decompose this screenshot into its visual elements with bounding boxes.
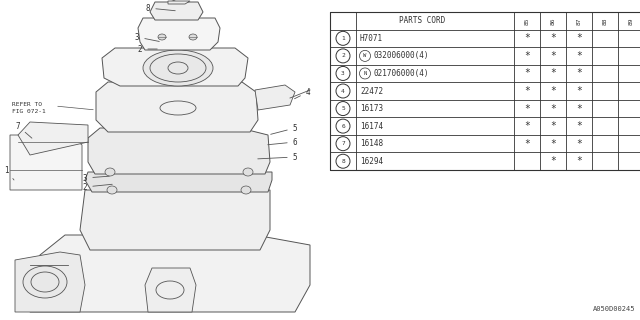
Polygon shape: [88, 128, 270, 174]
Text: 86: 86: [550, 17, 556, 25]
Text: *: *: [524, 68, 530, 78]
Text: 16173: 16173: [360, 104, 383, 113]
Text: *: *: [524, 51, 530, 61]
Circle shape: [336, 67, 350, 80]
Text: 6: 6: [268, 138, 298, 147]
Circle shape: [336, 101, 350, 116]
Text: 16148: 16148: [360, 139, 383, 148]
Text: *: *: [550, 121, 556, 131]
Ellipse shape: [189, 34, 197, 40]
Ellipse shape: [158, 34, 166, 40]
Text: *: *: [550, 86, 556, 96]
Text: 3: 3: [83, 173, 109, 182]
Text: 6: 6: [341, 124, 345, 129]
Circle shape: [336, 49, 350, 63]
Polygon shape: [145, 268, 196, 312]
Text: 87: 87: [577, 17, 582, 25]
Ellipse shape: [241, 186, 251, 194]
Text: 021706000(4): 021706000(4): [373, 69, 429, 78]
Text: 16294: 16294: [360, 157, 383, 166]
Text: *: *: [524, 33, 530, 43]
Text: *: *: [550, 156, 556, 166]
Text: *: *: [576, 33, 582, 43]
Text: *: *: [550, 139, 556, 149]
Text: *: *: [576, 51, 582, 61]
Text: 7: 7: [16, 122, 32, 138]
Polygon shape: [15, 252, 85, 312]
Text: *: *: [524, 104, 530, 114]
Text: 7: 7: [341, 141, 345, 146]
Text: 2: 2: [341, 53, 345, 58]
Text: 5: 5: [341, 106, 345, 111]
Text: 8: 8: [146, 4, 175, 12]
Text: *: *: [550, 104, 556, 114]
Ellipse shape: [143, 50, 213, 86]
Text: 2: 2: [138, 44, 157, 53]
Text: *: *: [576, 121, 582, 131]
Circle shape: [336, 31, 350, 45]
Text: 16174: 16174: [360, 122, 383, 131]
Polygon shape: [168, 1, 190, 4]
Text: 1: 1: [341, 36, 345, 41]
Polygon shape: [150, 2, 203, 20]
Polygon shape: [138, 18, 220, 50]
Text: *: *: [550, 68, 556, 78]
Polygon shape: [80, 190, 270, 250]
Text: 032006000(4): 032006000(4): [373, 52, 429, 60]
Circle shape: [336, 137, 350, 151]
Text: 22472: 22472: [360, 86, 383, 95]
Text: *: *: [576, 139, 582, 149]
Text: 2: 2: [83, 182, 112, 191]
Text: 1: 1: [4, 165, 14, 180]
Polygon shape: [30, 235, 310, 312]
Text: 89: 89: [628, 17, 634, 25]
Polygon shape: [102, 48, 248, 86]
Text: *: *: [576, 68, 582, 78]
Text: 5: 5: [271, 124, 298, 134]
Circle shape: [360, 68, 371, 79]
Polygon shape: [18, 122, 88, 155]
Text: 88: 88: [602, 17, 607, 25]
Text: H7071: H7071: [360, 34, 383, 43]
Text: 4: 4: [294, 87, 310, 99]
Text: *: *: [550, 51, 556, 61]
Text: 5: 5: [258, 153, 298, 162]
Text: 4: 4: [341, 89, 345, 93]
Ellipse shape: [243, 168, 253, 176]
Bar: [330, 12, 640, 170]
Circle shape: [336, 84, 350, 98]
Text: *: *: [524, 139, 530, 149]
Text: N: N: [364, 71, 367, 76]
Circle shape: [336, 119, 350, 133]
Ellipse shape: [23, 266, 67, 298]
Text: *: *: [524, 86, 530, 96]
Text: W: W: [364, 53, 367, 58]
Polygon shape: [85, 172, 272, 192]
Text: 3: 3: [341, 71, 345, 76]
Text: A050D00245: A050D00245: [593, 306, 635, 312]
Text: PARTS CORD: PARTS CORD: [399, 16, 445, 25]
Text: *: *: [576, 86, 582, 96]
Polygon shape: [96, 82, 258, 132]
Ellipse shape: [107, 186, 117, 194]
Text: 3: 3: [134, 33, 159, 42]
Text: *: *: [524, 121, 530, 131]
Text: *: *: [550, 33, 556, 43]
Circle shape: [360, 50, 371, 61]
Ellipse shape: [105, 168, 115, 176]
Text: REFER TO
FIG 072-1: REFER TO FIG 072-1: [12, 102, 45, 114]
Text: 8: 8: [341, 159, 345, 164]
Polygon shape: [10, 135, 82, 190]
Polygon shape: [255, 85, 295, 110]
Text: *: *: [576, 104, 582, 114]
Text: *: *: [576, 156, 582, 166]
Text: 85: 85: [525, 17, 529, 25]
Circle shape: [336, 154, 350, 168]
